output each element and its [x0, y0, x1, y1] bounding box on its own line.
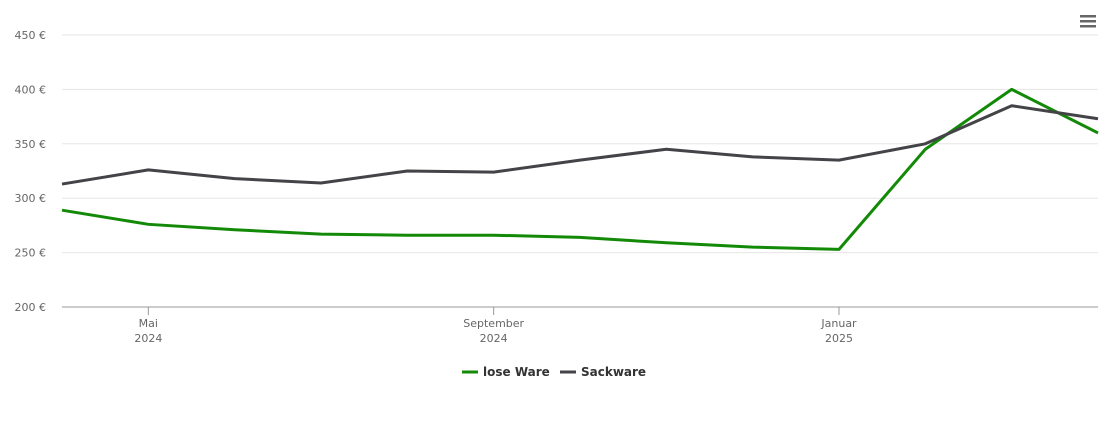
x-tick-label: 2025	[825, 332, 853, 345]
menu-bar	[1080, 25, 1096, 28]
y-tick-label: 200 €	[15, 301, 47, 314]
y-tick-label: 450 €	[15, 29, 47, 42]
line-series	[61, 104, 1099, 186]
y-tick-label: 300 €	[15, 192, 47, 205]
legend-label: lose Ware	[483, 365, 550, 379]
x-tick-label: Mai	[139, 317, 158, 330]
x-tick-label: 2024	[480, 332, 508, 345]
x-tick-label: Januar	[820, 317, 857, 330]
x-tick-label: 2024	[134, 332, 162, 345]
y-tick-label: 400 €	[15, 83, 47, 96]
x-tick-label: September	[463, 317, 524, 330]
y-tick-label: 350 €	[15, 138, 47, 151]
menu-bar	[1080, 20, 1096, 23]
menu-icon[interactable]	[1080, 15, 1096, 28]
legend-label: Sackware	[581, 365, 646, 379]
y-tick-label: 250 €	[15, 247, 47, 260]
legend: lose Ware Sackware	[462, 365, 646, 379]
line-series	[61, 87, 1099, 251]
menu-bar	[1080, 15, 1096, 18]
